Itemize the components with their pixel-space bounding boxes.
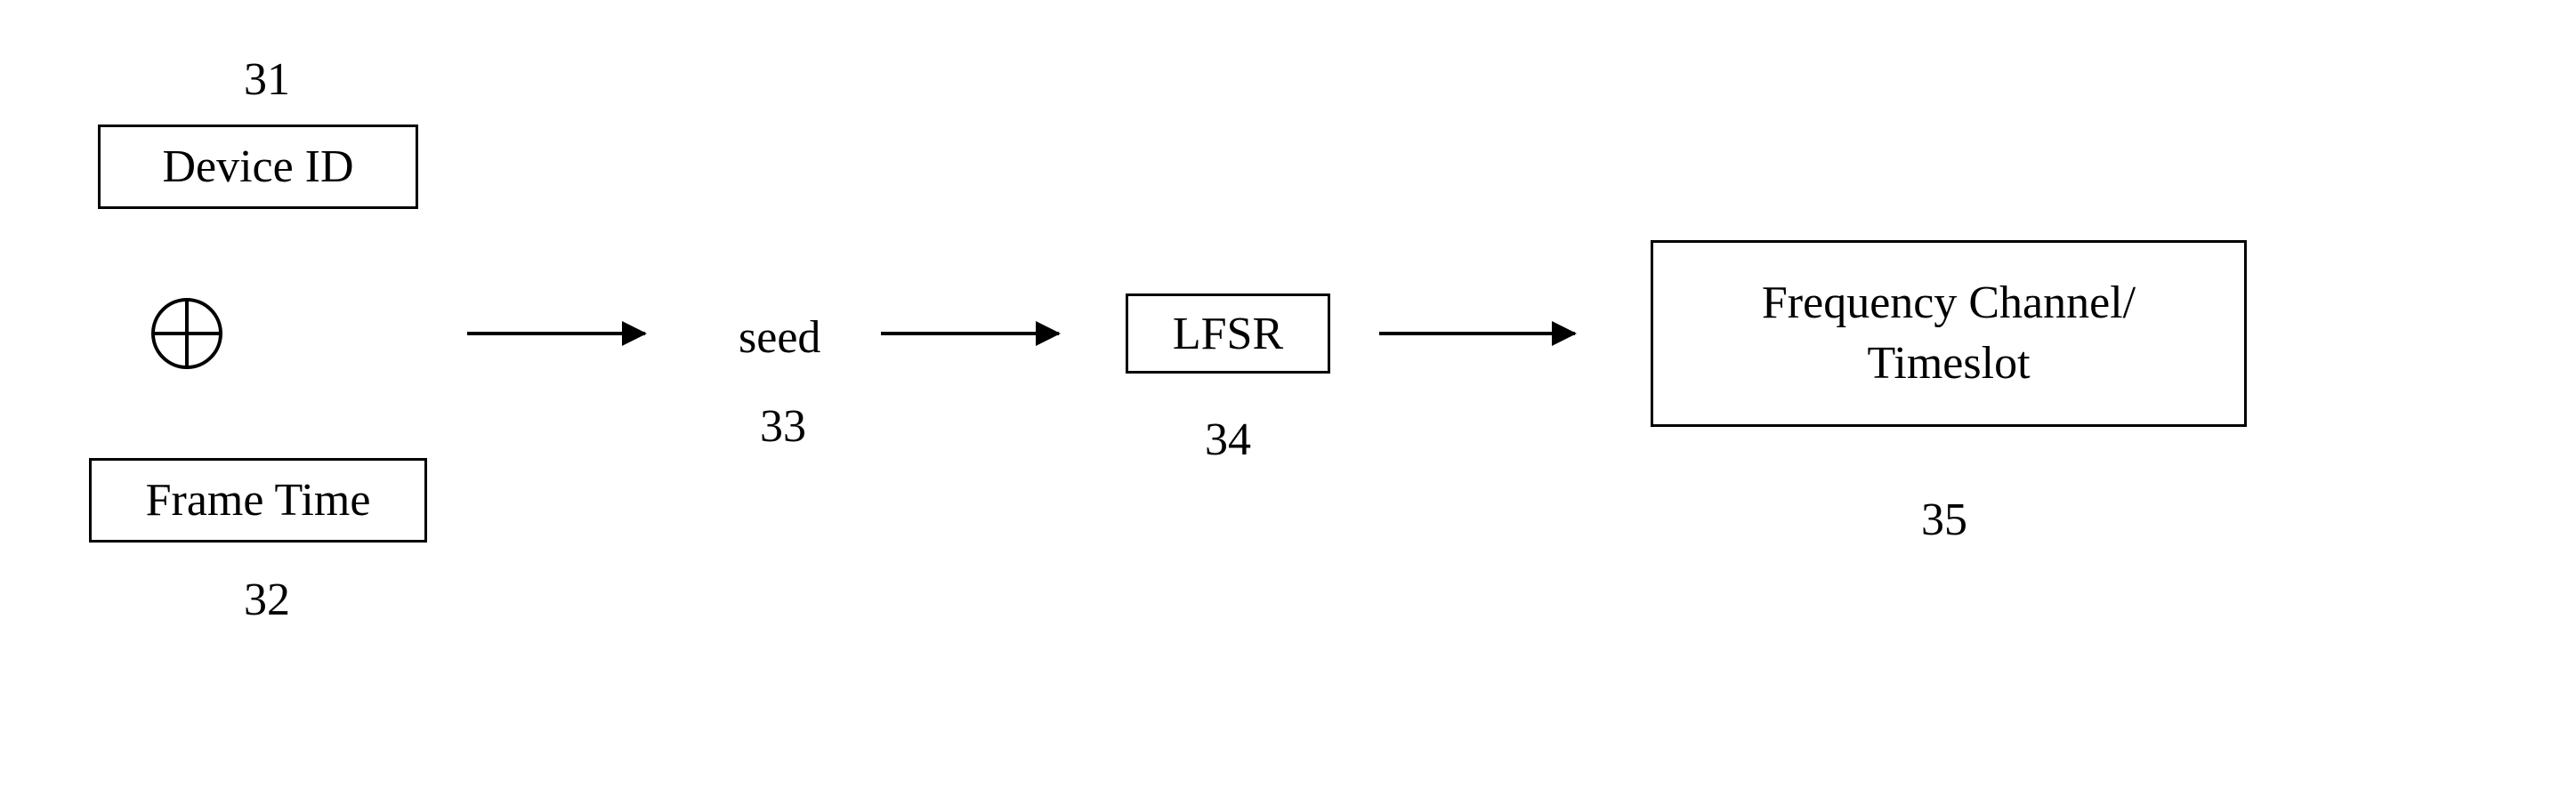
frame-time-box: Frame Time bbox=[89, 458, 427, 543]
lfsr-ref: 34 bbox=[1192, 414, 1264, 466]
seed-ref: 33 bbox=[747, 400, 819, 453]
arrow-xor-seed bbox=[467, 332, 645, 335]
arrow-lfsr-output bbox=[1379, 332, 1575, 335]
lfsr-box: LFSR bbox=[1126, 293, 1330, 374]
output-label: Frequency Channel/ Timeslot bbox=[1762, 273, 2136, 393]
seed-label: seed bbox=[739, 311, 820, 364]
output-box: Frequency Channel/ Timeslot bbox=[1651, 240, 2247, 427]
block-diagram: 31 Device ID Frame Time 32 seed 33 LFSR … bbox=[36, 36, 2527, 774]
frame-time-ref: 32 bbox=[222, 574, 311, 626]
device-id-box: Device ID bbox=[98, 125, 418, 209]
device-id-label: Device ID bbox=[162, 141, 353, 193]
frame-time-label: Frame Time bbox=[146, 474, 371, 527]
device-id-ref: 31 bbox=[222, 53, 311, 106]
xor-symbol bbox=[151, 298, 222, 369]
arrow-seed-lfsr bbox=[881, 332, 1059, 335]
output-ref: 35 bbox=[1909, 494, 1980, 546]
lfsr-label: LFSR bbox=[1173, 308, 1283, 360]
